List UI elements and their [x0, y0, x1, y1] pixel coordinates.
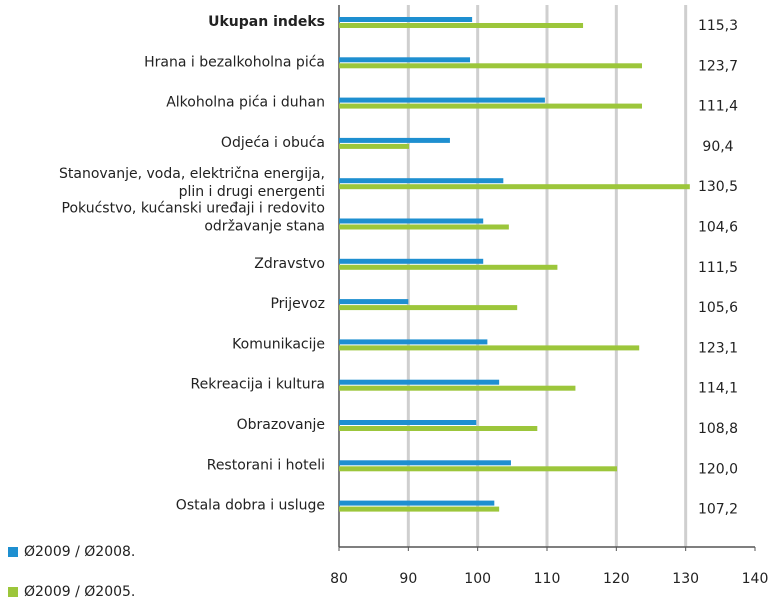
value-label: 115,3	[698, 18, 738, 34]
value-label: 104,6	[698, 220, 738, 236]
legend-label: Ø2009 / Ø2008.	[24, 544, 135, 560]
bar	[339, 379, 500, 385]
category-label: Komunikacije	[232, 336, 325, 352]
value-label: 130,5	[698, 179, 738, 195]
bar	[339, 426, 538, 431]
bar	[339, 500, 495, 506]
bar	[339, 299, 409, 305]
x-tick-label: 120	[603, 571, 630, 587]
legend-label: Ø2009 / Ø2005.	[24, 584, 135, 600]
category-label: Prijevoz	[270, 296, 325, 312]
category-label: održavanje stana	[204, 219, 325, 235]
category-label: Rekreacija i kultura	[191, 377, 325, 393]
bar	[339, 184, 690, 190]
value-label: 111,4	[698, 99, 738, 115]
bar	[339, 345, 640, 351]
category-label: Pokućstvo, kućanski uređaji i redovito	[62, 201, 325, 217]
x-tick-label: 110	[534, 571, 561, 587]
bar	[339, 178, 504, 184]
bar	[339, 137, 450, 143]
legend-swatch	[8, 587, 18, 597]
bar	[339, 466, 618, 472]
category-label: Ostala dobra i usluge	[176, 498, 325, 514]
value-label: 114,1	[698, 381, 738, 397]
value-label: 123,1	[698, 340, 738, 356]
bar	[339, 97, 545, 103]
x-tick-label: 140	[742, 571, 769, 587]
category-label: Restorani i hoteli	[207, 457, 325, 473]
x-tick-label: 80	[330, 571, 348, 587]
value-label: 108,8	[698, 421, 738, 437]
bar	[339, 420, 477, 425]
value-label: 123,7	[698, 58, 738, 74]
bar	[339, 460, 511, 466]
bar	[339, 258, 484, 264]
bar	[339, 218, 484, 224]
bar	[339, 63, 642, 69]
bar	[339, 385, 576, 391]
category-label: Alkoholna pića i duhan	[166, 95, 325, 111]
category-label: Obrazovanje	[237, 417, 325, 433]
x-tick-label: 100	[464, 571, 491, 587]
category-label: Stanovanje, voda, električna energija,	[59, 166, 325, 182]
value-label: 90,4	[702, 139, 733, 155]
value-label: 111,5	[698, 260, 738, 276]
bar	[339, 224, 509, 230]
bar	[339, 23, 584, 28]
bar	[339, 305, 518, 311]
bar	[339, 143, 410, 149]
category-label: plin i drugi energenti	[179, 184, 325, 200]
category-label: Ukupan indeks	[208, 14, 325, 30]
value-label: 120,0	[698, 461, 738, 477]
x-tick-label: 90	[399, 571, 417, 587]
bar	[339, 57, 471, 63]
value-label: 105,6	[698, 300, 738, 316]
legend-swatch	[8, 547, 18, 557]
bar	[339, 506, 500, 512]
bar	[339, 339, 488, 345]
category-label: Odjeća i obuća	[221, 135, 325, 151]
category-label: Hrana i bezalkoholna pića	[144, 54, 325, 70]
bar	[339, 264, 558, 270]
bar	[339, 103, 642, 109]
bar	[339, 17, 473, 22]
value-label: 107,2	[698, 502, 738, 518]
category-label: Zdravstvo	[254, 256, 325, 272]
x-tick-label: 130	[672, 571, 699, 587]
